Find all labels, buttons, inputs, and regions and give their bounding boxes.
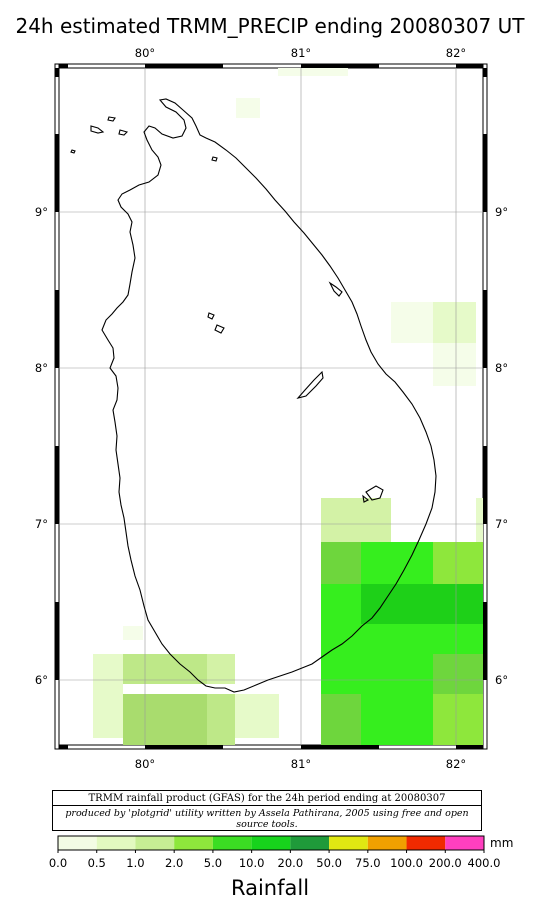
precip-cell [361, 654, 433, 694]
coastline [70, 98, 437, 693]
legend-swatch [212, 836, 252, 850]
legend-tick-label: 100.0 [390, 856, 423, 870]
legend-title: Rainfall [230, 876, 310, 900]
legend-tick-label: 20.0 [278, 856, 304, 870]
precip-cell [433, 584, 483, 624]
precip-cell [235, 694, 279, 738]
legend-unit: mm [490, 836, 514, 850]
lon-label-top: 82° [446, 46, 466, 60]
legend-tick-label: 0.0 [49, 856, 67, 870]
precip-cell [278, 68, 348, 76]
precip-cell [433, 302, 476, 343]
legend-tick-labels: 0.0 0.5 1.0 2.0 5.0 10.0 20.0 50.0 75.0 100.0 200.… [49, 850, 501, 870]
lat-label-left: 6° [35, 673, 48, 687]
bottom-lon-labels: 80° 81° 82° [135, 757, 466, 771]
precip-cell [459, 654, 483, 694]
legend-tick-label: 5.0 [204, 856, 222, 870]
precip-cell [207, 694, 235, 745]
legend-tick-label: 200.0 [429, 856, 462, 870]
precip-cell [123, 694, 207, 745]
precip-cell [93, 684, 123, 738]
precip-cell [361, 694, 433, 745]
precip-cell [476, 498, 483, 542]
lon-label-bottom: 81° [291, 757, 311, 771]
precip-cell [321, 654, 361, 694]
legend-frame [57, 835, 485, 851]
precip-cell [433, 343, 476, 386]
precip-cell [321, 584, 361, 624]
precip-cell [433, 624, 483, 654]
precip-cell [391, 302, 436, 343]
map-title: 24h estimated TRMM_PRECIP ending 2008030… [15, 14, 525, 38]
precip-cell [433, 694, 483, 745]
caption-credits: produced by 'plotgrid' utility written b… [52, 805, 482, 831]
precipitation-grid [93, 68, 483, 745]
lon-label-top: 81° [291, 46, 311, 60]
legend-tick-label: 400.0 [468, 856, 501, 870]
left-lat-labels: 9° 8° 7° 6° [35, 205, 48, 687]
lon-label-top: 80° [135, 46, 155, 60]
legend-swatch [445, 836, 484, 850]
map-frame [54, 63, 488, 750]
legend-tick-label: 0.5 [88, 856, 106, 870]
legend-tick-label: 10.0 [239, 856, 265, 870]
graticule [59, 68, 483, 745]
precip-cell [361, 584, 391, 624]
lat-label-right: 7° [495, 517, 508, 531]
precip-cell [93, 654, 123, 684]
legend-swatch [174, 836, 213, 850]
legend-tick-label: 1.0 [126, 856, 144, 870]
legend-swatch [290, 836, 330, 850]
legend-swatch [406, 836, 446, 850]
legend-swatch [251, 836, 291, 850]
lat-label-right: 9° [495, 205, 508, 219]
lat-label-right: 6° [495, 673, 508, 687]
precip-cell [433, 654, 459, 694]
legend-tick-label: 50.0 [316, 856, 342, 870]
precip-cell [321, 694, 361, 745]
precip-cell [391, 542, 433, 584]
precip-cell [236, 98, 260, 118]
legend-swatch [135, 836, 175, 850]
caption-product: TRMM rainfall product (GFAS) for the 24h… [52, 790, 482, 806]
precip-cell [321, 624, 361, 654]
legend-tick-label: 2.0 [165, 856, 183, 870]
lat-label-left: 7° [35, 517, 48, 531]
legend-tick-label: 75.0 [355, 856, 381, 870]
legend-swatch [96, 836, 136, 850]
precip-cell [361, 624, 433, 654]
precip-cell [321, 542, 361, 584]
precip-cell [361, 542, 391, 584]
lat-label-left: 9° [35, 205, 48, 219]
caption: TRMM rainfall product (GFAS) for the 24h… [52, 790, 482, 831]
legend-swatch [58, 836, 97, 850]
lon-label-bottom: 80° [135, 757, 155, 771]
precip-cell [123, 654, 207, 684]
precip-cell [321, 498, 391, 542]
precip-cell [391, 584, 433, 624]
lat-label-left: 8° [35, 361, 48, 375]
precip-cell [123, 626, 143, 640]
legend-swatch [329, 836, 368, 850]
lat-label-right: 8° [495, 361, 508, 375]
legend-swatch [367, 836, 407, 850]
top-lon-labels: 80° 81° 82° [135, 46, 466, 60]
precip-cell [207, 654, 235, 684]
legend-colorbar [57, 835, 485, 851]
lon-label-bottom: 82° [446, 757, 466, 771]
precip-cell [433, 542, 483, 584]
right-lat-labels: 9° 8° 7° 6° [495, 205, 508, 687]
